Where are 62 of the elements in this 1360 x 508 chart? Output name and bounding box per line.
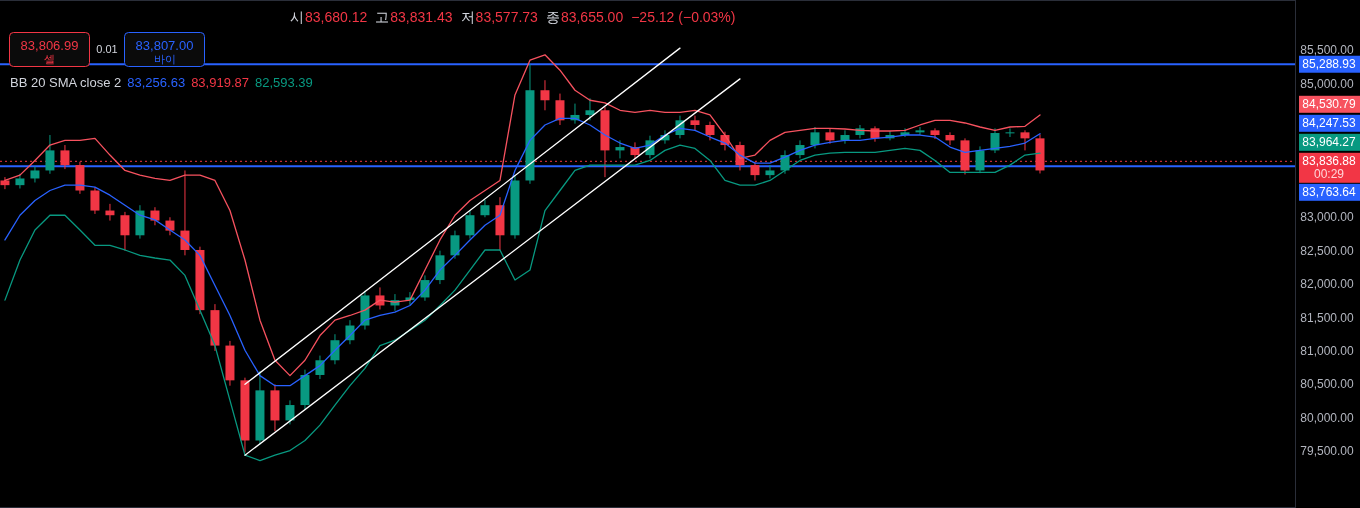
- candlestick: [330, 333, 340, 365]
- candlestick: [285, 399, 295, 425]
- candlestick: [765, 164, 775, 179]
- annotation: 83,806.99: [20, 37, 79, 53]
- candlestick: [540, 79, 550, 111]
- candlestick: [120, 211, 130, 252]
- candlestick: [840, 129, 850, 145]
- candlestick: [165, 216, 175, 236]
- y-tick-label: 80,500.00: [1300, 377, 1355, 392]
- text: 84,247.53: [1302, 116, 1357, 131]
- candlestick: [945, 131, 955, 146]
- annotation: 83,655.00: [560, 9, 624, 25]
- y-tick-label: 80,000.00: [1300, 410, 1355, 425]
- candlestick: [465, 210, 475, 240]
- candlestick: [615, 139, 625, 159]
- annotation: BB 20 SMA close 2: [10, 75, 122, 90]
- candlestick: [30, 165, 40, 183]
- y-tick-label: 81,500.00: [1300, 310, 1355, 325]
- y-tick-label: 85,500.00: [1300, 43, 1355, 58]
- annotation: 저: [460, 9, 475, 25]
- ref-line-label: 85,288.93: [1302, 57, 1357, 72]
- candlestick: [180, 169, 190, 256]
- ref-line-label: 83,836.88: [1302, 154, 1357, 169]
- candlestick: [990, 127, 1000, 154]
- ref-line-label: 83,763.64: [1302, 185, 1357, 200]
- annotation: 83,680.12: [305, 9, 368, 25]
- y-tick-label: 83,000.00: [1300, 210, 1355, 225]
- annotation: 83,919.87: [191, 75, 249, 90]
- candlestick: [585, 97, 595, 121]
- y-tick-label: 79,500.00: [1300, 444, 1355, 459]
- candlestick: [1020, 129, 1030, 151]
- candlestick: [45, 134, 55, 175]
- annotation: 83,807.00: [135, 37, 194, 53]
- candlestick: [915, 126, 925, 136]
- annotation: 82,593.39: [254, 75, 313, 90]
- candlestick: [1005, 127, 1015, 138]
- annotation: 종: [545, 9, 560, 25]
- candlestick: [750, 161, 760, 181]
- annotation: 83,256.63: [127, 75, 186, 90]
- y-tick-label: 82,500.00: [1300, 243, 1355, 258]
- annotation: 바이: [153, 53, 176, 65]
- annotation: 83,577.73: [475, 9, 539, 25]
- annotation: 0.01: [96, 43, 118, 55]
- candlestick: [555, 93, 565, 126]
- y-tick-label: 81,000.00: [1300, 343, 1355, 358]
- y-tick-label: 82,000.00: [1300, 277, 1355, 292]
- text: 00:29: [1313, 167, 1345, 182]
- annotation: 83,831.43: [390, 9, 453, 25]
- candlestick: [0, 176, 10, 190]
- candlestick: [90, 186, 100, 215]
- text: 84,530.79: [1302, 97, 1357, 112]
- annotation: 셀: [44, 53, 55, 65]
- candlestick: [810, 126, 820, 149]
- candlestick: [405, 291, 415, 306]
- candlestick: [705, 121, 715, 141]
- y-tick-label: 85,000.00: [1300, 76, 1355, 91]
- annotation: −25.12 (−0.03%): [631, 9, 736, 25]
- candlestick: [690, 115, 700, 131]
- annotation: 시: [290, 9, 304, 25]
- text: 83,964.27: [1302, 135, 1357, 150]
- annotation: 고: [375, 9, 390, 25]
- candlestick: [450, 230, 460, 260]
